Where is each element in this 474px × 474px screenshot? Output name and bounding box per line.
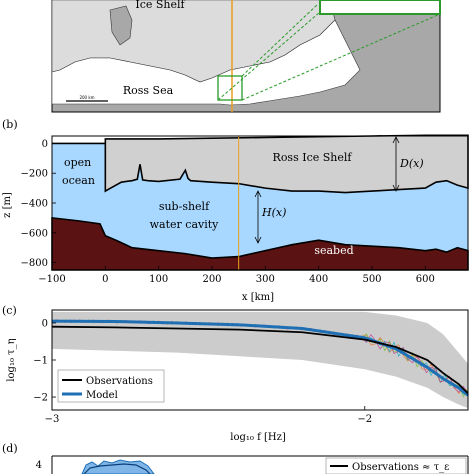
panel-b-ytick: −200	[21, 169, 48, 180]
panel-b-xtick: −100	[38, 274, 65, 285]
map-inset-zoom	[319, 0, 441, 15]
map-inset-leader-3	[217, 11, 321, 101]
legend-model: Model	[86, 390, 118, 401]
map-ice-shelf-label: Ice Shelf	[135, 0, 185, 11]
panel-b-ytick: 0	[42, 139, 48, 150]
label-D: D(x)	[399, 157, 424, 170]
panel-b-xtick: 0	[102, 274, 108, 285]
map-ross-sea	[51, 19, 361, 106]
arrow-H-heads	[254, 190, 262, 244]
panel-d: (d) 4 Observations ≈ τ_ε	[2, 442, 469, 474]
panel-c-xtick: −3	[45, 414, 60, 425]
panel-c-legend: Observations Model	[57, 369, 165, 403]
panel-d-label: (d)	[2, 442, 18, 455]
panel-b-ytick: −600	[21, 228, 48, 239]
panel-b-label: (b)	[2, 118, 18, 131]
map-inset-leader-1	[241, 3, 319, 77]
label-water-cavity: water cavity	[150, 218, 220, 231]
panel-b-ticks: −100 0 100 200 300 400 500 600 0 −200 −400 −600 −800	[21, 139, 435, 285]
panel-d-legend-observations: Observations ≈ τ_ε	[352, 462, 449, 473]
label-seabed: seabed	[314, 244, 353, 257]
label-H: H(x)	[261, 206, 286, 219]
panel-c-ytick: −1	[33, 356, 48, 367]
panel-c-ytick: 0	[42, 318, 48, 329]
panel-b-xtick: 600	[416, 274, 435, 285]
panel-c: (c) −3 −2 0 −1 −2 log₁₀ τ_η log₁₀ f [Hz] Obs…	[2, 304, 469, 443]
legend-observations: Observations	[86, 376, 153, 387]
panel-c-xtick: −2	[357, 414, 372, 425]
panel-b-xtick: 300	[256, 274, 275, 285]
panel-b: (b) −100 0 100 200 300 400 500 600 0 −200 −400 −600…	[2, 118, 469, 303]
panel-c-ticks: −3 −2 0 −1 −2	[33, 318, 372, 425]
panel-b-xtick: 500	[362, 274, 381, 285]
panel-d-legend-box	[325, 457, 467, 474]
panel-b-ytick: −400	[21, 199, 48, 210]
panel-b-xlabel: x [km]	[242, 292, 274, 303]
label-sub-shelf: sub-shelf	[159, 200, 210, 213]
panel-c-ylabel: log₁₀ τ_η	[6, 338, 17, 381]
legend-box	[57, 369, 165, 403]
map-inset-leader-2	[241, 13, 441, 101]
model-line	[51, 319, 469, 397]
arrow-D-heads	[392, 136, 400, 192]
map-ross-sea-label: Ross Sea	[123, 84, 174, 97]
panel-b-xtick: 200	[202, 274, 221, 285]
map-island	[109, 5, 133, 46]
panel-b-plot	[51, 134, 469, 271]
seabed-region	[51, 216, 469, 271]
panel-a: Ice Shelf Ross Sea 200 km	[51, 0, 441, 113]
panel-d-model-band	[81, 459, 155, 474]
observations-line	[51, 325, 469, 394]
panel-c-ytick: −2	[33, 393, 48, 404]
label-ross-ice-shelf: Ross Ice Shelf	[273, 151, 353, 164]
panel-b-ylabel: z [m]	[2, 192, 13, 218]
panel-b-xtick: 100	[149, 274, 168, 285]
label-open-ocean-2: ocean	[62, 174, 95, 187]
panel-c-label: (c)	[2, 304, 17, 317]
panel-c-xlabel: log₁₀ f [Hz]	[230, 432, 286, 443]
panel-c-plot	[51, 311, 469, 409]
panel-d-model-line	[83, 463, 151, 474]
label-open-ocean-1: open	[64, 156, 91, 169]
panel-b-ytick: −800	[21, 258, 48, 269]
panel-d-ytick: 4	[36, 460, 42, 471]
map-scalebar-label: 200 km	[79, 95, 94, 100]
panel-b-xtick: 400	[309, 274, 328, 285]
map-inset-box	[217, 75, 243, 101]
